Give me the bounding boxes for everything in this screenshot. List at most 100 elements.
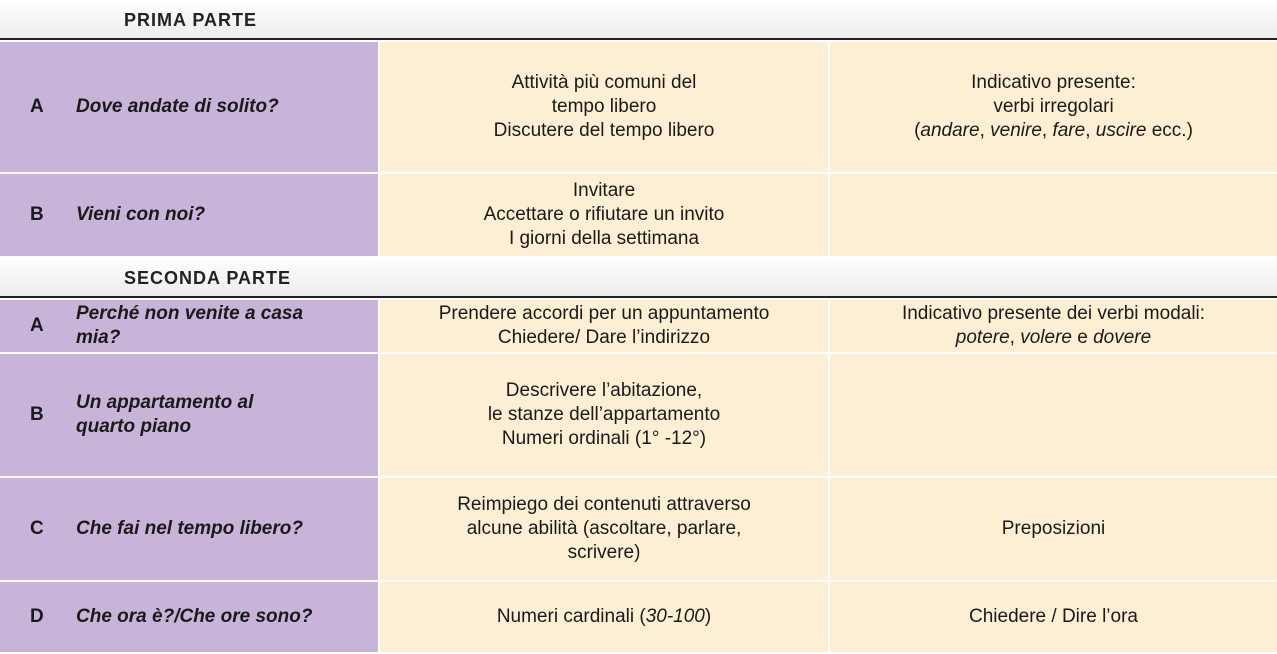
grammar-cell: Chiedere / Dire l’ora	[830, 582, 1277, 652]
text: Preposizioni	[1001, 518, 1106, 539]
text-line: Numeri cardinali (30-100)	[497, 605, 711, 629]
italic-text: dovere	[1093, 327, 1152, 348]
title-line: Che fai nel tempo libero?	[76, 518, 303, 539]
text: Indicativo presente:	[971, 72, 1136, 93]
lesson-cell: C Che fai nel tempo libero?	[0, 478, 378, 580]
text: ,	[979, 120, 991, 141]
text: scrivere)	[567, 542, 641, 563]
lesson-title: Vieni con noi?	[76, 203, 205, 227]
text: tempo libero	[551, 96, 657, 117]
text: verbi irregolari	[993, 96, 1114, 117]
text: alcune abilità (ascoltare, parlare,	[466, 518, 742, 539]
grammar-cell	[830, 174, 1277, 256]
text: Invitare	[572, 180, 636, 201]
lesson-title: Che ora è?/Che ore sono?	[76, 605, 312, 629]
text-line: (andare, venire, fare, uscire ecc.)	[914, 119, 1193, 143]
lesson-title: Un appartamento al quarto piano	[76, 391, 253, 439]
text: ,	[1085, 120, 1096, 141]
section-title: SECONDA PARTE	[124, 268, 292, 288]
text-line: verbi irregolari	[993, 95, 1113, 119]
functions-cell: Descrivere l’abitazione, le stanze dell’a…	[380, 354, 828, 476]
lesson-letter: A	[30, 315, 44, 336]
lesson-letter: A	[30, 96, 44, 117]
title-line: Che ora è?/Che ore sono?	[76, 606, 313, 627]
text: Indicativo presente dei verbi modali:	[901, 303, 1206, 324]
section-title: PRIMA PARTE	[124, 10, 258, 30]
text-line: potere, volere e dovere	[956, 326, 1151, 350]
title-line: quarto piano	[76, 416, 192, 437]
italic-text: potere	[955, 327, 1010, 348]
functions-cell: Prendere accordi per un appuntamento Chie…	[380, 300, 828, 352]
text: Attività più comuni del	[511, 72, 697, 93]
italic-text: venire	[990, 120, 1042, 141]
title-line: mia?	[76, 327, 121, 348]
text: Discutere del tempo libero	[493, 120, 715, 141]
text-line: scrivere)	[568, 541, 641, 565]
functions-cell: Attività più comuni del tempo libero Discu…	[380, 42, 828, 172]
italic-text: 30-100	[645, 606, 705, 627]
text-line: I giorni della settimana	[509, 227, 699, 251]
text: )	[704, 606, 712, 627]
text-line: Descrivere l’abitazione,	[506, 379, 702, 403]
grammar-cell: Preposizioni	[830, 478, 1277, 580]
text-line: Chiedere/ Dare l’indirizzo	[498, 326, 710, 350]
text-line: Chiedere / Dire l’ora	[969, 605, 1138, 629]
title-line: Dove andate di solito?	[76, 96, 279, 117]
text-line: Numeri ordinali (1° -12°)	[502, 427, 706, 451]
text: Chiedere/ Dare l’indirizzo	[497, 327, 711, 348]
text: Descrivere l’abitazione,	[505, 380, 703, 401]
lesson-title: Perché non venite a casa mia?	[76, 302, 303, 350]
section-header: PRIMA PARTE	[0, 0, 1277, 40]
text: (	[914, 120, 921, 141]
text-line: Attività più comuni del	[512, 71, 697, 95]
functions-cell: Numeri cardinali (30-100)	[380, 582, 828, 652]
lesson-title: Che fai nel tempo libero?	[76, 517, 303, 541]
text: ,	[1009, 327, 1021, 348]
text: Reimpiego dei contenuti attraverso	[457, 494, 751, 515]
section-header: SECONDA PARTE	[0, 258, 1277, 298]
italic-text: andare	[920, 120, 980, 141]
text: Numeri cardinali (	[496, 606, 646, 627]
italic-text: volere	[1020, 327, 1072, 348]
text-line: Prendere accordi per un appuntamento	[439, 302, 770, 326]
functions-cell: Invitare Accettare o rifiutare un invito I…	[380, 174, 828, 256]
grammar-cell	[830, 354, 1277, 476]
text: Chiedere / Dire l’ora	[969, 606, 1138, 627]
title-line: Perché non venite a casa	[76, 303, 304, 324]
lesson-letter: D	[30, 606, 44, 627]
text: Prendere accordi per un appuntamento	[438, 303, 770, 324]
grammar-cell: Indicativo presente dei verbi modali: pot…	[830, 300, 1277, 352]
lesson-title: Dove andate di solito?	[76, 95, 279, 119]
text-line: tempo libero	[552, 95, 657, 119]
text-line: Discutere del tempo libero	[494, 119, 715, 143]
lesson-cell: A Perché non venite a casa mia?	[0, 300, 378, 352]
text: le stanze dell’appartamento	[487, 404, 721, 425]
text: ecc.)	[1146, 120, 1193, 141]
text: ,	[1041, 120, 1053, 141]
title-line: Vieni con noi?	[76, 204, 206, 225]
text-line: Indicativo presente dei verbi modali:	[902, 302, 1205, 326]
text-line: Preposizioni	[1002, 517, 1106, 541]
italic-text: fare	[1052, 120, 1086, 141]
lesson-letter: C	[30, 518, 44, 539]
text-line: le stanze dell’appartamento	[488, 403, 720, 427]
text: Numeri ordinali (1° -12°)	[501, 428, 707, 449]
lesson-cell: D Che ora è?/Che ore sono?	[0, 582, 378, 652]
lesson-letter: B	[30, 204, 44, 225]
italic-text: uscire	[1095, 120, 1147, 141]
lesson-letter: B	[30, 404, 44, 425]
title-line: Un appartamento al	[76, 392, 254, 413]
text-line: Invitare	[573, 179, 635, 203]
lesson-cell: B Un appartamento al quarto piano	[0, 354, 378, 476]
text-line: Reimpiego dei contenuti attraverso	[457, 493, 751, 517]
text-line: Indicativo presente:	[971, 71, 1136, 95]
grammar-cell: Indicativo presente: verbi irregolari (and…	[830, 42, 1277, 172]
text: e	[1071, 327, 1094, 348]
text: Accettare o rifiutare un invito	[483, 204, 725, 225]
text: I giorni della settimana	[508, 228, 700, 249]
text-line: alcune abilità (ascoltare, parlare,	[467, 517, 742, 541]
functions-cell: Reimpiego dei contenuti attraverso alcune…	[380, 478, 828, 580]
lesson-cell: B Vieni con noi?	[0, 174, 378, 256]
text-line: Accettare o rifiutare un invito	[484, 203, 725, 227]
